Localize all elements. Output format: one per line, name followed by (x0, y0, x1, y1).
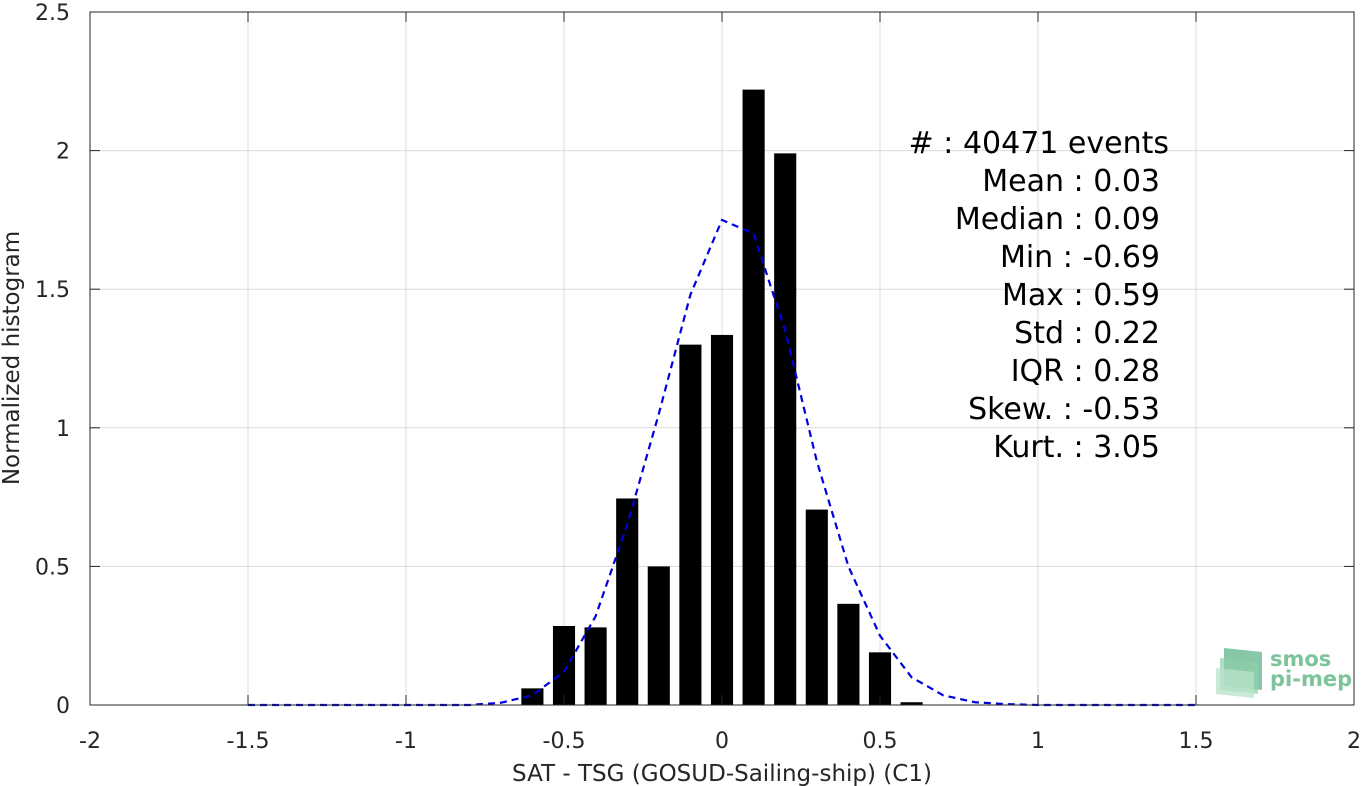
histogram-bar (647, 566, 670, 705)
x-tick-label: -1.5 (227, 729, 270, 754)
axes-frame (89, 11, 1355, 706)
x-tick-label: 1.5 (1179, 729, 1214, 754)
stats-events-count: # : 40471 events (909, 126, 1169, 161)
x-tick-label: 0 (715, 729, 729, 754)
histogram-bar (868, 652, 892, 705)
x-tick-label: 2 (1347, 729, 1361, 754)
histogram-bar (552, 625, 576, 705)
x-tick-label: -0.5 (543, 729, 586, 754)
stats-line: Median : 0.09 (955, 202, 1160, 237)
stats-line: IQR : 0.28 (1011, 354, 1160, 389)
logo-mark-icon (1216, 648, 1262, 698)
x-tick-label: -2 (79, 729, 101, 754)
histogram-bar (584, 627, 607, 705)
y-tick-label: 0 (56, 694, 70, 719)
x-tick-label: 0.5 (863, 729, 898, 754)
y-tick-label: 2.5 (35, 1, 70, 26)
histogram-bars (521, 89, 923, 706)
stats-line: Max : 0.59 (1002, 278, 1160, 313)
smos-pimep-logo: smos pi-mep (1216, 647, 1352, 698)
stats-line: Std : 0.22 (1014, 316, 1160, 351)
stats-line: Min : -0.69 (1000, 240, 1160, 275)
y-tick-label: 0.5 (35, 555, 70, 580)
y-axis-label: Normalized histogram (0, 231, 25, 485)
histogram-bar (742, 89, 765, 706)
histogram-bar (774, 153, 797, 705)
y-tick-label: 2 (56, 140, 70, 165)
x-axis-label: SAT - TSG (GOSUD-Sailing-ship) (C1) (512, 761, 932, 786)
logo-text-smos: smos (1270, 647, 1331, 671)
y-tick-labels: 0 0.5 1 1.5 2 2.5 (35, 1, 70, 719)
x-tick-label: -1 (395, 729, 417, 754)
y-tick-label: 1.5 (35, 278, 70, 303)
histogram-bar (679, 344, 702, 705)
x-tick-labels: -2 -1.5 -1 -0.5 0 0.5 1 1.5 2 (79, 729, 1361, 754)
histogram-bar (837, 603, 860, 705)
histogram-bar (616, 498, 639, 705)
histogram-bar (900, 702, 923, 705)
stats-line: Skew. : -0.53 (968, 392, 1160, 427)
x-tick-label: 1 (1031, 729, 1045, 754)
y-tick-label: 1 (56, 417, 70, 442)
stats-line: Kurt. : 3.05 (993, 430, 1160, 465)
histogram-bar (710, 334, 734, 705)
logo-text-pimep: pi-mep (1270, 667, 1352, 691)
histogram-bar (805, 509, 828, 705)
stats-line: Mean : 0.03 (982, 164, 1160, 199)
